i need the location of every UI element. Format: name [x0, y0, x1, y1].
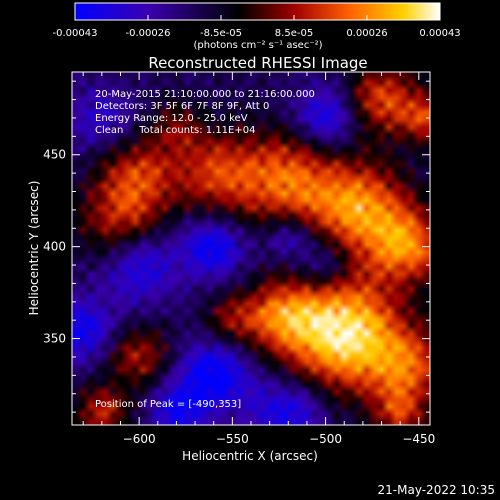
colorbar-tick-label: -8.5e-05 [200, 28, 242, 39]
x-tick-label: −500 [309, 432, 342, 446]
colorbar-gradient [74, 2, 441, 21]
colorbar-tick-label: -0.00043 [53, 28, 98, 39]
chart-title: Reconstructed RHESSI Image [148, 54, 367, 72]
x-axis: −600 −550 −500 −450 [82, 72, 435, 446]
colorbar-unit-label: (photons cm⁻² s⁻¹ asec⁻²) [193, 40, 322, 51]
y-axis-label: Heliocentric Y (arcsec) [27, 181, 41, 316]
x-axis-label: Heliocentric X (arcsec) [182, 449, 318, 463]
x-tick-label: −600 [123, 432, 156, 446]
x-tick-label: −550 [216, 432, 249, 446]
y-tick-label: 400 [43, 240, 66, 254]
colorbar-tick-label: 0.00043 [419, 28, 460, 39]
heatmap-image [72, 72, 430, 425]
colorbar-ticks: -0.00043 -0.00026 -8.5e-05 8.5e-05 0.00026 0.… [53, 15, 461, 39]
colorbar: -0.00043 -0.00026 -8.5e-05 8.5e-05 0.00026 0.… [53, 2, 461, 51]
info-time-range: 20-May-2015 21:10:00.000 to 21:16:00.000 [95, 89, 315, 100]
peak-position-label: Position of Peak = [-490,353] [95, 399, 241, 410]
y-tick-label: 350 [43, 332, 66, 346]
colorbar-tick-label: 8.5e-05 [275, 28, 313, 39]
plot-timestamp: 21-May-2022 10:35 [378, 483, 495, 497]
info-clean-counts: Clean Total counts: 1.11E+04 [95, 125, 255, 136]
x-tick-label: −450 [402, 432, 435, 446]
colorbar-tick-label: 0.00026 [346, 28, 387, 39]
info-overlay: 20-May-2015 21:10:00.000 to 21:16:00.000… [95, 89, 315, 410]
info-detectors: Detectors: 3F 5F 6F 7F 8F 9F, Att 0 [95, 101, 269, 112]
heatmap-raster [72, 72, 430, 425]
y-tick-label: 450 [43, 148, 66, 162]
colorbar-tick-label: -0.00026 [126, 28, 171, 39]
y-axis: 350 400 450 [43, 80, 430, 413]
info-energy-range: Energy Range: 12.0 - 25.0 keV [95, 113, 248, 124]
